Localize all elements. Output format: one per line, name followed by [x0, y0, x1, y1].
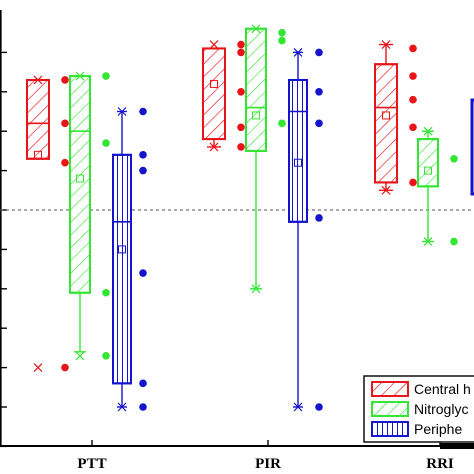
plot-area: PTT PIR RRI Central h Nitroglyc Periphe [0, 10, 474, 472]
data-point [450, 237, 458, 246]
data-point [237, 40, 245, 49]
box-hatch [288, 78, 308, 223]
extreme-marker [381, 40, 391, 49]
legend-swatch-hatch-2 [371, 401, 409, 417]
x-tick-label: PIR [255, 456, 281, 472]
box-hatch [112, 153, 132, 385]
data-point [278, 28, 286, 37]
mean-marker [252, 111, 260, 120]
data-point [409, 178, 417, 187]
clipped-series-frame [470, 98, 474, 196]
data-point [102, 288, 110, 297]
data-point [139, 151, 147, 159]
mean-marker [118, 245, 126, 254]
box-hatch [26, 78, 50, 160]
data-point [139, 379, 147, 388]
x-tick-label: PTT [77, 456, 106, 472]
extreme-marker [75, 71, 85, 81]
x-tick-label: RRI [426, 456, 454, 472]
data-point [450, 154, 458, 163]
extreme-marker [117, 402, 127, 412]
mean-marker [382, 111, 390, 120]
data-point [139, 107, 147, 116]
extreme-marker [423, 126, 433, 136]
data-point [139, 403, 147, 411]
data-point [409, 72, 417, 80]
x-axis-dark-segment [440, 443, 474, 449]
data-point [315, 403, 323, 411]
extreme-marker [381, 185, 391, 195]
data-point [102, 139, 110, 147]
mean-marker [210, 79, 218, 88]
extreme-marker [423, 237, 433, 246]
data-point [315, 214, 323, 222]
data-point [61, 363, 69, 372]
extreme-marker [33, 363, 43, 373]
data-point [61, 76, 69, 84]
mean-marker [294, 158, 302, 167]
extreme-marker [75, 351, 85, 361]
data-point [315, 119, 323, 128]
data-point [139, 166, 147, 175]
box-hatch [69, 75, 91, 294]
data-point [409, 123, 417, 132]
box-hatch [245, 27, 267, 152]
extreme-marker [293, 402, 303, 412]
legend-swatch-hatch-1 [371, 381, 409, 397]
legend-swatch-hatch-3 [371, 421, 409, 437]
legend-label-2: Nitroglyc [414, 401, 468, 417]
box-hatch [202, 47, 226, 141]
mean-marker [34, 150, 42, 159]
data-point [237, 88, 245, 96]
data-point [139, 269, 147, 277]
data-point [61, 119, 69, 128]
data-point [102, 351, 110, 360]
box-hatch [417, 138, 439, 188]
box-hatch [374, 63, 398, 184]
data-point [278, 36, 286, 45]
extreme-marker [251, 24, 261, 34]
extreme-marker [209, 142, 219, 152]
mean-marker [76, 174, 84, 183]
legend-label-1: Central h [414, 381, 471, 397]
extreme-marker [251, 284, 261, 294]
extreme-marker [33, 75, 43, 85]
extreme-marker [209, 40, 219, 49]
data-point [315, 48, 323, 57]
data-point [61, 158, 69, 167]
data-point [409, 44, 417, 53]
mean-marker [424, 166, 432, 175]
data-point [102, 72, 110, 80]
data-point [409, 95, 417, 104]
extreme-marker [293, 47, 303, 57]
legend-label-3: Periphe [414, 421, 462, 437]
extreme-marker [117, 107, 127, 116]
data-point [237, 143, 245, 151]
data-point [278, 119, 286, 128]
data-point [237, 48, 245, 57]
data-point [315, 88, 323, 96]
data-point [237, 123, 245, 132]
